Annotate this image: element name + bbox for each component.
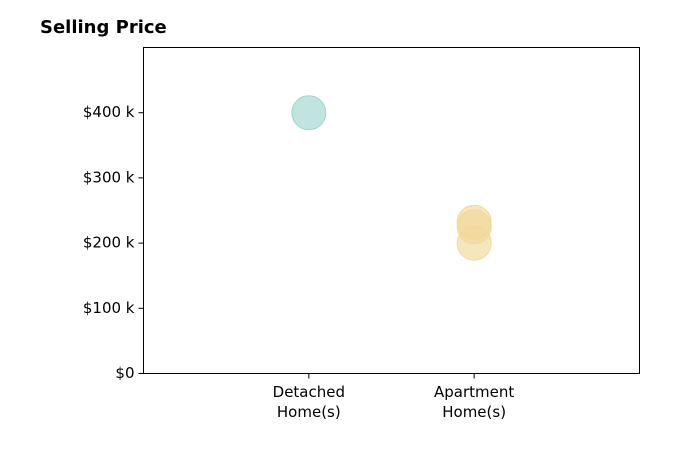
plot-frame [143, 47, 640, 374]
chart-title: Selling Price [40, 17, 167, 38]
y-tick-label: $0 [115, 364, 134, 382]
y-tick-label: $400 k [83, 103, 135, 121]
x-tick-label: Apartment Home(s) [434, 382, 515, 421]
point [291, 95, 327, 131]
x-tick-label: Detached Home(s) [272, 382, 345, 421]
y-tick-label: $100 k [83, 299, 135, 317]
point [456, 204, 492, 240]
y-tick-label: $200 k [83, 234, 135, 252]
y-tick-label: $300 k [83, 168, 135, 186]
